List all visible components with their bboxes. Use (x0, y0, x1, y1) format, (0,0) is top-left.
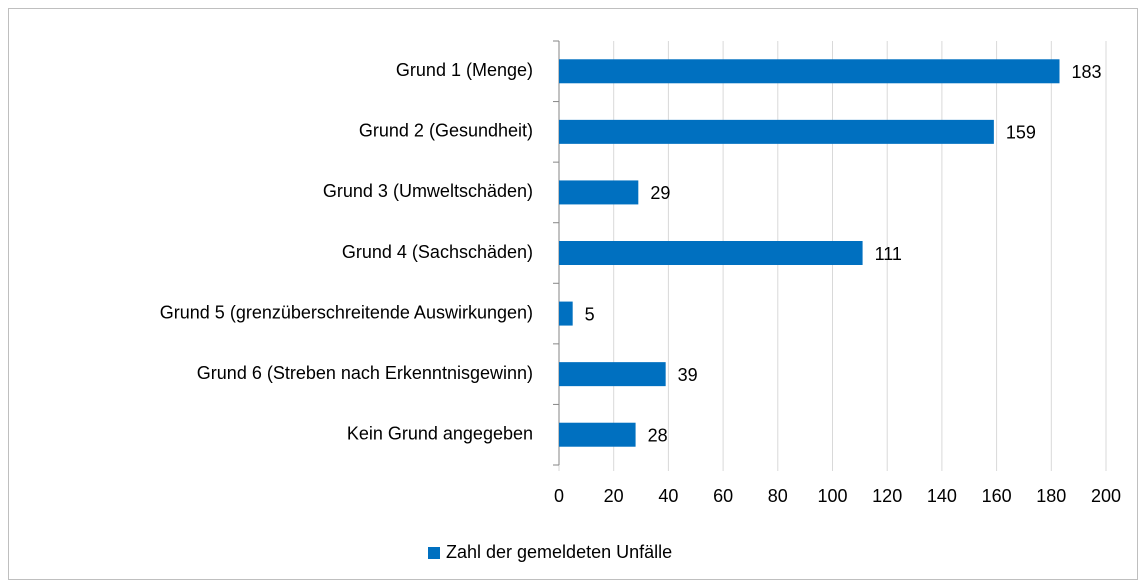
y-tick-label: Grund 6 (Streben nach Erkenntnisgewinn) (197, 363, 533, 383)
data-label: 183 (1072, 62, 1102, 82)
data-label: 28 (648, 425, 668, 445)
data-label: 29 (650, 183, 670, 203)
y-tick-label: Grund 4 (Sachschäden) (342, 242, 533, 262)
legend-swatch (428, 547, 440, 559)
x-tick-label: 180 (1036, 486, 1066, 506)
bar (559, 180, 639, 205)
data-label: 39 (678, 365, 698, 385)
x-tick-label: 60 (713, 486, 733, 506)
bar (559, 301, 573, 326)
chart-border (8, 8, 1138, 580)
data-label: 159 (1006, 123, 1036, 143)
bar (559, 119, 994, 144)
x-tick-label: 120 (872, 486, 902, 506)
x-tick-label: 0 (554, 486, 564, 506)
x-tick-label: 100 (817, 486, 847, 506)
x-tick-label: 40 (658, 486, 678, 506)
data-label: 5 (585, 304, 595, 324)
y-tick-label: Grund 1 (Menge) (396, 60, 533, 80)
x-tick-label: 200 (1091, 486, 1121, 506)
y-tick-label: Grund 5 (grenzüberschreitende Auswirkung… (160, 302, 533, 322)
x-tick-label: 80 (768, 486, 788, 506)
x-tick-label: 20 (604, 486, 624, 506)
x-tick-label: 140 (927, 486, 957, 506)
legend-label: Zahl der gemeldeten Unfälle (446, 542, 672, 562)
bar (559, 241, 863, 265)
y-tick-label: Grund 3 (Umweltschäden) (323, 181, 533, 201)
bar (559, 59, 1060, 84)
x-tick-label: 160 (982, 486, 1012, 506)
data-label: 111 (875, 244, 902, 264)
y-tick-label: Grund 2 (Gesundheit) (359, 121, 533, 141)
bar (559, 362, 666, 387)
y-tick-label: Kein Grund angegeben (347, 423, 533, 443)
bar (559, 422, 636, 447)
